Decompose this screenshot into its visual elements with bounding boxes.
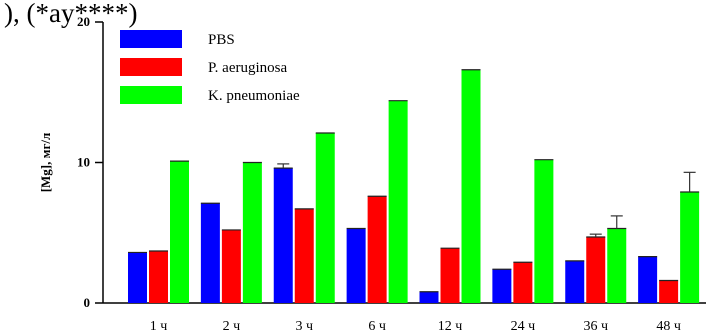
bar <box>607 228 627 303</box>
legend-swatch <box>120 58 182 76</box>
bar-group <box>128 69 700 304</box>
bar <box>170 161 189 303</box>
bar <box>346 228 366 303</box>
bar <box>221 229 241 303</box>
legend-swatch <box>120 30 182 48</box>
bar <box>680 192 700 303</box>
legend: PBS P. aeruginosa K. pneumoniae <box>120 30 300 104</box>
x-category-label: 48 ч <box>656 319 681 334</box>
y-tick-label: 0 <box>84 295 91 310</box>
y-axis-title: [Mg], мг/л <box>38 133 53 193</box>
bar <box>492 269 512 303</box>
y-tick-label: 20 <box>77 14 90 29</box>
bar <box>586 236 606 303</box>
bar <box>388 100 408 304</box>
legend-label: PBS <box>208 32 235 48</box>
bar <box>367 196 387 303</box>
bar <box>513 262 533 303</box>
bar <box>294 208 314 303</box>
x-category-labels: 1 ч 2 ч 3 ч 6 ч 12 ч 24 ч 36 ч 48 ч <box>150 319 681 334</box>
header-fragment: ), (*ay****) <box>4 0 137 28</box>
x-category-label: 1 ч <box>150 319 168 334</box>
legend-label: K. pneumoniae <box>208 88 300 104</box>
bar <box>461 69 481 304</box>
y-tick-label: 10 <box>77 155 90 170</box>
x-category-label: 6 ч <box>368 319 386 334</box>
legend-label: P. aeruginosa <box>208 60 287 76</box>
bar <box>419 291 439 303</box>
legend-swatch <box>120 86 182 104</box>
bar <box>565 260 585 303</box>
x-category-label: 36 ч <box>583 319 608 334</box>
bar <box>659 280 679 303</box>
x-category-label: 24 ч <box>511 319 536 334</box>
bar <box>149 251 168 303</box>
bar <box>534 159 554 303</box>
bar <box>128 252 147 303</box>
y-axis <box>95 21 104 304</box>
x-category-label: 2 ч <box>223 319 241 334</box>
x-category-label: 3 ч <box>295 319 313 334</box>
bar <box>242 162 262 303</box>
bar <box>273 168 293 303</box>
bar <box>315 132 335 303</box>
bar <box>200 203 220 303</box>
bar <box>638 256 658 303</box>
bar <box>440 248 460 303</box>
x-category-label: 12 ч <box>438 319 463 334</box>
y-tick-labels: 0 10 20 <box>77 14 90 310</box>
error-bars <box>277 163 696 237</box>
